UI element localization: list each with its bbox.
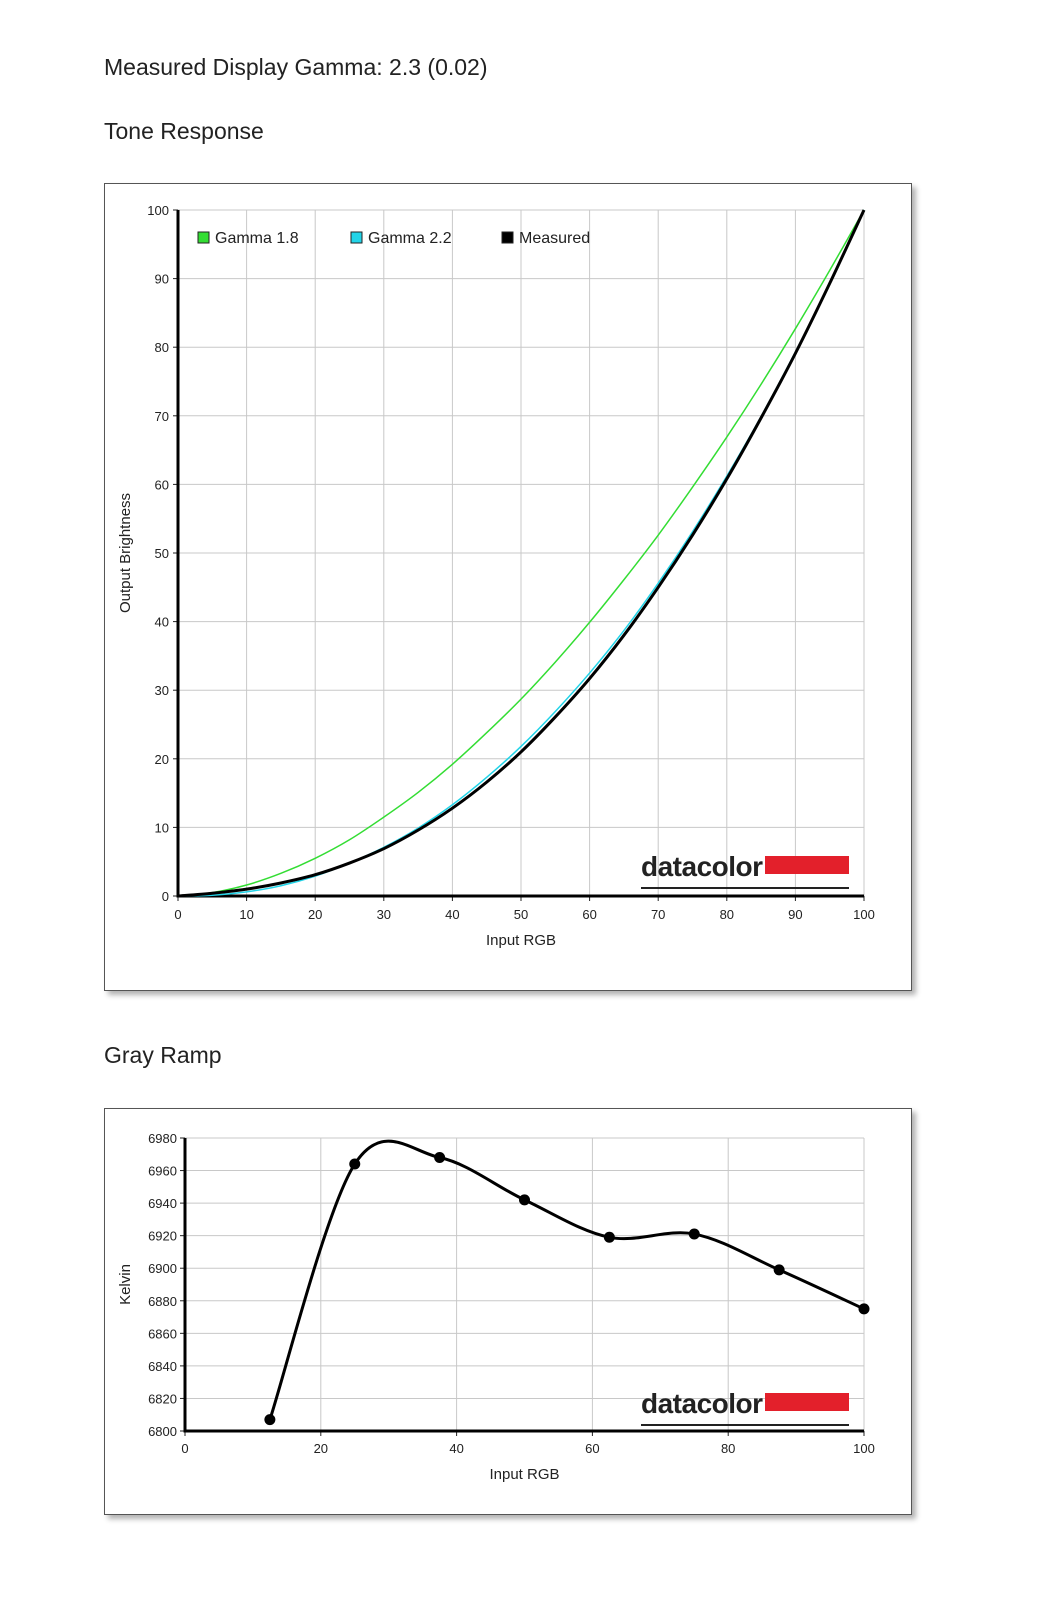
- gray-data-point-5: [688, 1228, 700, 1240]
- tone-x-tick-label: 30: [377, 907, 391, 922]
- tone-response-heading: Tone Response: [104, 118, 264, 144]
- tone-y-tick-label: 100: [147, 203, 169, 218]
- gray-data-point-0: [264, 1414, 276, 1426]
- gray-y-tick-label: 6800: [148, 1424, 177, 1439]
- gray-y-tick-label: 6900: [148, 1261, 177, 1276]
- gray-x-tick-label: 20: [314, 1441, 328, 1456]
- gray-y-tick-label: 6880: [148, 1294, 177, 1309]
- tone-series-line-gamma-1-8: [177, 209, 865, 897]
- gray-x-tick-label: 40: [449, 1441, 463, 1456]
- gray-plot-area: [185, 1138, 864, 1431]
- tone-x-tick-label: 60: [582, 907, 596, 922]
- tone-y-tick-label: 30: [155, 683, 169, 698]
- gray-data-point-7: [858, 1303, 870, 1315]
- gray-ramp-panel: 0 20 40 60 80 100 6800 6820 6840 6860 6880 6900 6920…: [104, 1108, 912, 1515]
- gray-data-point-4: [603, 1231, 615, 1243]
- tone-x-tick-label: 0: [174, 907, 181, 922]
- tone-legend-swatch-0: [197, 231, 210, 244]
- gray-data-point-6: [773, 1264, 785, 1276]
- gray-y-tick-label: 6940: [148, 1196, 177, 1211]
- tone-x-tick-label: 40: [445, 907, 459, 922]
- gray-data-point-1: [349, 1158, 361, 1170]
- tone-x-tick-label: 50: [514, 907, 528, 922]
- tone-x-tick-label: 100: [853, 907, 875, 922]
- gray-y-tick-label: 6980: [148, 1131, 177, 1146]
- gray-y-tick-label: 6860: [148, 1326, 177, 1341]
- tone-y-tick-label: 80: [155, 340, 169, 355]
- gray-data-point-2: [434, 1152, 446, 1164]
- tone-x-tick-label: 70: [651, 907, 665, 922]
- gray-x-tick-label: 0: [181, 1441, 188, 1456]
- tone-y-tick-label: 10: [155, 820, 169, 835]
- tone-y-tick-label: 40: [155, 615, 169, 630]
- tone-legend-swatch-1: [350, 231, 363, 244]
- gray-y-tick-label: 6820: [148, 1391, 177, 1406]
- tone-x-tick-label: 20: [308, 907, 322, 922]
- tone-y-axis-label: Output Brightness: [117, 493, 134, 613]
- tone-x-axis-label: Input RGB: [486, 932, 556, 949]
- tone-y-tick-label: 50: [155, 546, 169, 561]
- gray-x-tick-label: 80: [721, 1441, 735, 1456]
- gray-x-axis-label: Input RGB: [489, 1466, 559, 1483]
- gray-datacolor-logo-bar: [765, 1393, 849, 1411]
- tone-x-tick-label: 90: [788, 907, 802, 922]
- tone-datacolor-logo-bar: [765, 856, 849, 874]
- tone-y-tick-label: 70: [155, 409, 169, 424]
- gray-y-axis-label: Kelvin: [117, 1264, 134, 1305]
- gray-y-tick-label: 6840: [148, 1359, 177, 1374]
- gray-datacolor-logo-text: datacolor: [641, 1388, 763, 1419]
- tone-y-tick-label: 20: [155, 752, 169, 767]
- gray-x-tick-label: 100: [853, 1441, 875, 1456]
- tone-legend-label-0: Gamma 1.8: [215, 230, 299, 247]
- tone-response-chart: 0 10 20 30 40 50 60 70 80 90 100 0 10 20 30 40 50 60 70 80 9…: [117, 203, 875, 949]
- tone-x-tick-label: 10: [239, 907, 253, 922]
- gray-data-point-3: [519, 1194, 530, 1206]
- tone-y-tick-label: 60: [155, 477, 169, 492]
- tone-legend-label-2: Measured: [519, 230, 590, 247]
- tone-response-panel: 0 10 20 30 40 50 60 70 80 90 100 0 10 20 30 40 50 60 70 80 9…: [104, 183, 912, 991]
- gray-ramp-heading: Gray Ramp: [104, 1042, 222, 1068]
- gray-y-tick-label: 6960: [148, 1164, 177, 1179]
- tone-datacolor-logo-text: datacolor: [641, 851, 763, 882]
- gray-x-tick-label: 60: [585, 1441, 599, 1456]
- measured-gamma-heading: Measured Display Gamma: 2.3 (0.02): [104, 54, 488, 80]
- tone-y-tick-label: 90: [155, 272, 169, 287]
- tone-series-line-measured: [177, 209, 866, 898]
- tone-legend-label-1: Gamma 2.2: [368, 230, 452, 247]
- tone-legend-swatch-2: [501, 231, 514, 244]
- tone-x-tick-label: 80: [720, 907, 734, 922]
- gray-y-tick-label: 6920: [148, 1229, 177, 1244]
- gray-ramp-chart: 0 20 40 60 80 100 6800 6820 6840 6860 6880 6900 6920…: [117, 1131, 875, 1483]
- tone-y-tick-label: 0: [162, 889, 169, 904]
